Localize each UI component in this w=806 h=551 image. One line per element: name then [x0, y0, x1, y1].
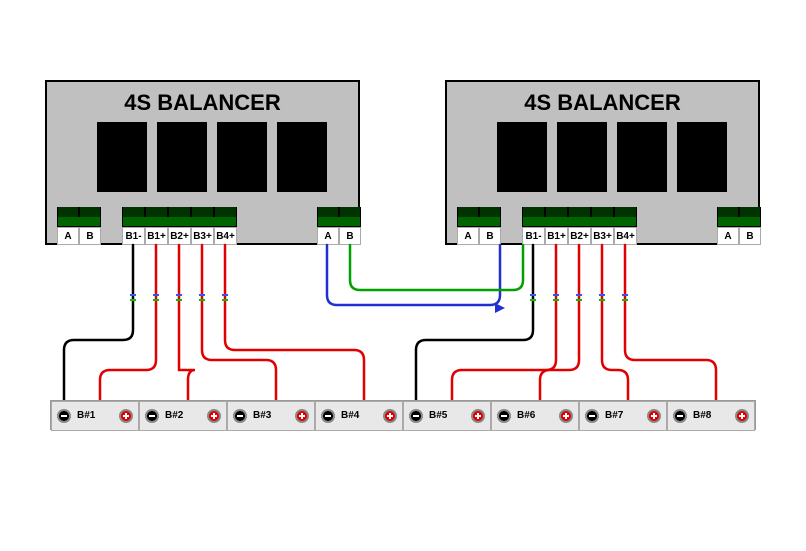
cell-label: B#5	[429, 410, 447, 421]
terminal-label: B1+	[545, 227, 568, 245]
balancer-left-title: 4S BALANCER	[47, 90, 358, 116]
display-block	[677, 122, 727, 192]
terminal-sep	[545, 207, 568, 217]
display-block	[497, 122, 547, 192]
positive-terminal-icon	[119, 409, 133, 423]
terminal-label: A	[717, 227, 739, 245]
terminal-sep	[591, 207, 614, 217]
terminal-sep	[79, 207, 101, 217]
terminal-sep	[457, 207, 479, 217]
terminal-sep	[568, 207, 591, 217]
terminal-label: A	[457, 227, 479, 245]
terminal-sep	[522, 207, 545, 217]
terminal-sep	[122, 207, 145, 217]
terminal-label: B1+	[145, 227, 168, 245]
negative-terminal-icon	[57, 409, 71, 423]
positive-terminal-icon	[471, 409, 485, 423]
terminal-label: B3+	[191, 227, 214, 245]
negative-terminal-icon	[409, 409, 423, 423]
balancer-right-title: 4S BALANCER	[447, 90, 758, 116]
terminal-sep	[479, 207, 501, 217]
terminal-label: B4+	[614, 227, 637, 245]
balancer-right: 4S BALANCER A B B1- B1+ B2+ B3+ B4+ A B	[445, 80, 760, 245]
terminal-sep	[717, 207, 739, 217]
terminal-label: B2+	[168, 227, 191, 245]
terminal-label: B1-	[522, 227, 545, 245]
terminal-label: B1-	[122, 227, 145, 245]
display-block	[617, 122, 667, 192]
negative-terminal-icon	[673, 409, 687, 423]
negative-terminal-icon	[497, 409, 511, 423]
terminal-label: B	[339, 227, 361, 245]
terminal-sep	[57, 207, 79, 217]
terminal-label: B	[79, 227, 101, 245]
terminal-sep	[317, 207, 339, 217]
display-block	[97, 122, 147, 192]
terminal-sep	[191, 207, 214, 217]
cell-label: B#2	[165, 410, 183, 421]
cell-label: B#6	[517, 410, 535, 421]
negative-terminal-icon	[145, 409, 159, 423]
positive-terminal-icon	[207, 409, 221, 423]
terminal-sep	[339, 207, 361, 217]
display-block	[557, 122, 607, 192]
positive-terminal-icon	[647, 409, 661, 423]
terminal-label: B	[479, 227, 501, 245]
negative-terminal-icon	[321, 409, 335, 423]
cell-label: B#8	[693, 410, 711, 421]
display-block	[217, 122, 267, 192]
terminal-label: B	[739, 227, 761, 245]
terminal-label: A	[57, 227, 79, 245]
terminal-label: B2+	[568, 227, 591, 245]
cell-label: B#7	[605, 410, 623, 421]
negative-terminal-icon	[233, 409, 247, 423]
terminal-sep	[145, 207, 168, 217]
positive-terminal-icon	[735, 409, 749, 423]
display-block	[157, 122, 207, 192]
terminal-sep	[739, 207, 761, 217]
negative-terminal-icon	[585, 409, 599, 423]
cell-label: B#3	[253, 410, 271, 421]
positive-terminal-icon	[295, 409, 309, 423]
balancer-left: 4S BALANCER A B B1- B1+ B2+ B3+ B4+ A B	[45, 80, 360, 245]
cell-label: B#1	[77, 410, 95, 421]
terminal-label: B4+	[214, 227, 237, 245]
terminal-label: B3+	[591, 227, 614, 245]
cell-label: B#4	[341, 410, 359, 421]
display-block	[277, 122, 327, 192]
terminal-sep	[214, 207, 237, 217]
positive-terminal-icon	[383, 409, 397, 423]
terminal-sep	[614, 207, 637, 217]
battery-strip: B#1 B#2 B#3 B#4 B#5 B#6 B#7 B#8	[50, 400, 756, 430]
diagram-canvas: 4S BALANCER A B B1- B1+ B2+ B3+ B4+ A B …	[0, 0, 806, 551]
positive-terminal-icon	[559, 409, 573, 423]
terminal-sep	[168, 207, 191, 217]
terminal-label: A	[317, 227, 339, 245]
